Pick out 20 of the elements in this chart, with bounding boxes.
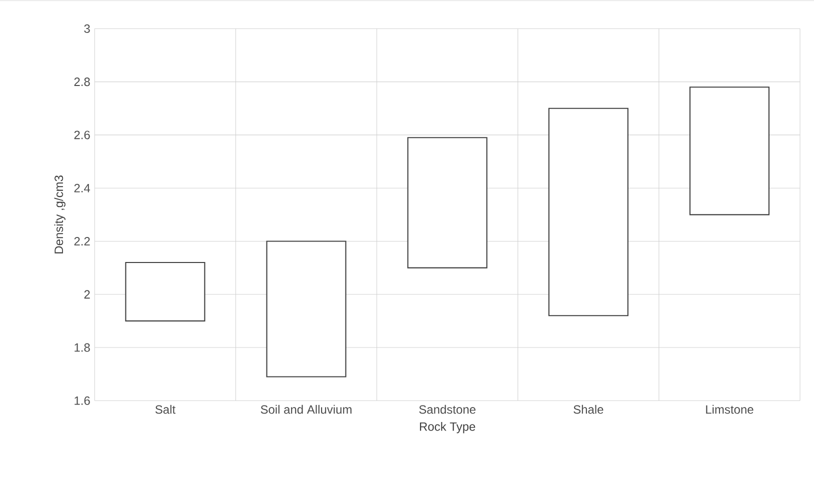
x-axis-title: Rock Type <box>420 422 476 434</box>
y-axis-title: Density ,g/cm3 <box>54 176 66 254</box>
x-tick-label: Soil and Alluvium <box>260 404 352 414</box>
y-tick-label: 2.8 <box>74 78 90 86</box>
y-tick-label: 1.6 <box>74 396 90 405</box>
x-tick-label: Limstone <box>706 404 754 414</box>
x-tick-label: Shale <box>574 404 604 414</box>
y-tick-label: 1.8 <box>74 343 90 352</box>
bar <box>689 86 770 216</box>
y-tick-label: 2.6 <box>74 130 90 140</box>
bar <box>407 137 488 268</box>
bar <box>125 262 206 322</box>
y-tick-label: 2 <box>84 290 90 299</box>
x-tick-label: Salt <box>155 404 176 414</box>
x-tick-label: Sandstone <box>419 404 476 414</box>
y-tick-label: 2.4 <box>74 184 90 192</box>
y-tick-label: 2.2 <box>74 237 90 246</box>
bar <box>266 240 346 378</box>
y-tick-label: 3 <box>84 24 90 33</box>
bar <box>548 108 628 316</box>
